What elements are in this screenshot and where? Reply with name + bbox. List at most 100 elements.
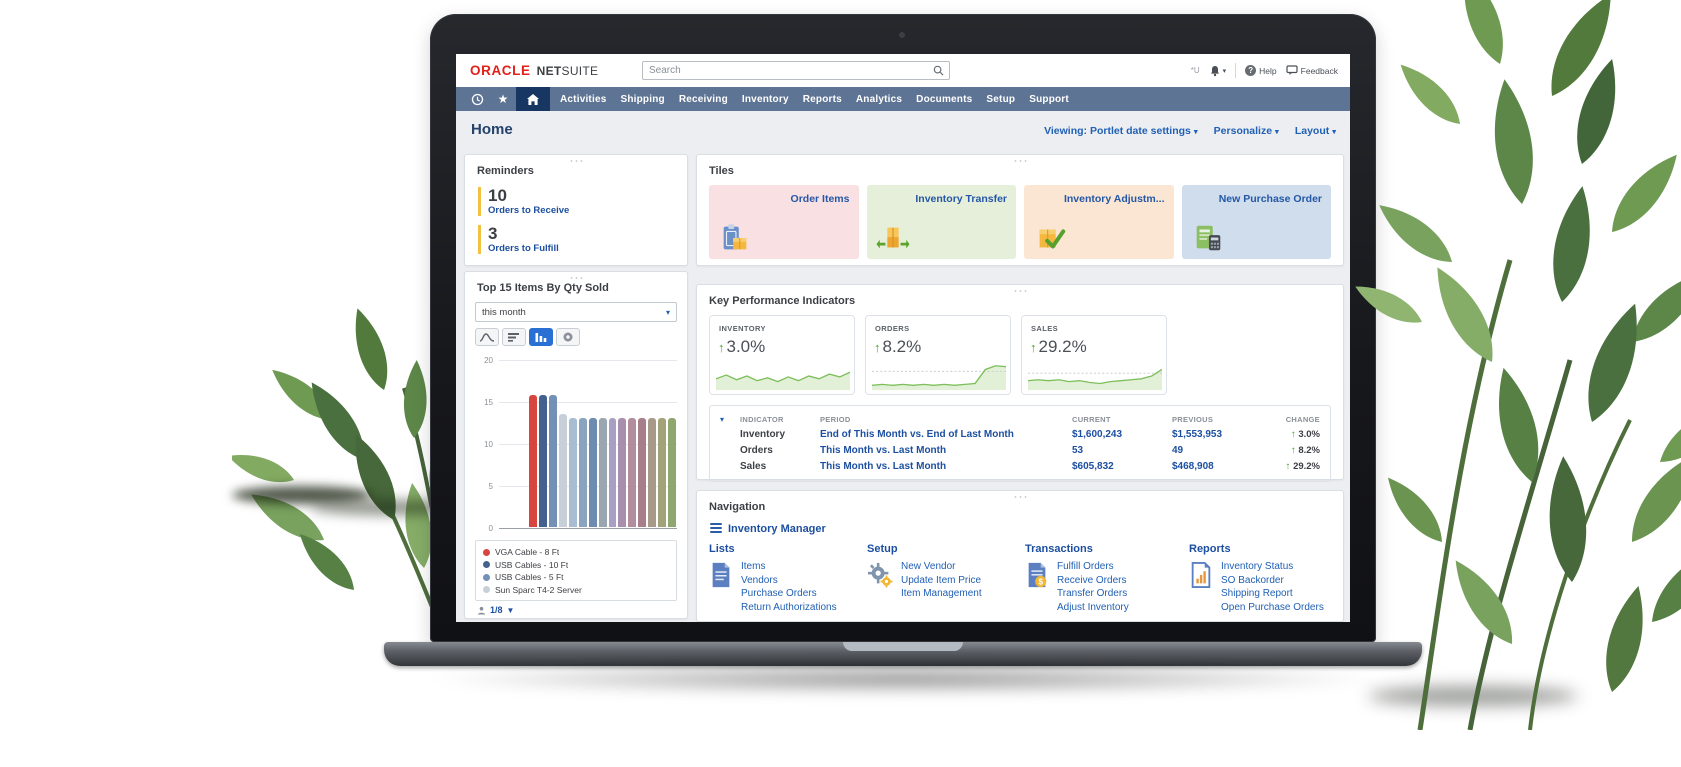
bar[interactable] <box>529 395 537 527</box>
hbar-chart-toggle[interactable] <box>502 328 526 346</box>
expand-caret-icon[interactable]: ▾ <box>720 414 725 424</box>
bar[interactable] <box>658 418 667 527</box>
table-row[interactable]: Orders This Month vs. Last Month 53 49 ↑… <box>740 444 1320 456</box>
up-arrow-icon: ↑ <box>1030 340 1037 355</box>
personalize-dropdown[interactable]: Personalize ▾ <box>1213 125 1279 137</box>
up-arrow-icon: ↑ <box>1290 428 1296 440</box>
notifications-menu[interactable]: ▾ <box>1209 65 1226 77</box>
bar[interactable] <box>608 418 617 527</box>
bar[interactable] <box>548 395 557 527</box>
reminder-orders-to-receive[interactable]: 10 Orders to Receive <box>478 187 687 216</box>
link-transfer-orders[interactable]: Transfer Orders <box>1057 588 1128 599</box>
link-purchase-orders[interactable]: Purchase Orders <box>741 588 817 599</box>
chevron-down-icon: ▾ <box>1332 126 1336 136</box>
menu-support[interactable]: Support <box>1029 93 1069 105</box>
reminder-orders-to-fulfill[interactable]: 3 Orders to Fulfill <box>478 225 687 254</box>
tile-order-items[interactable]: Order Items <box>709 185 859 259</box>
link-shipping-report[interactable]: Shipping Report <box>1221 588 1293 599</box>
right-plant-shadow <box>1368 686 1578 706</box>
link-update-item-price[interactable]: Update Item Price <box>901 574 982 586</box>
inventory-manager-link[interactable]: Inventory Manager <box>710 523 1343 535</box>
link-items[interactable]: Items <box>741 561 766 572</box>
oracle-wordmark: ORACLE <box>470 63 531 78</box>
chart-type-toggles <box>475 328 677 346</box>
search-icon[interactable] <box>933 65 944 76</box>
hamburger-icon <box>710 523 722 535</box>
shortcuts-button[interactable]: ★ <box>490 87 516 111</box>
menu-setup[interactable]: Setup <box>986 93 1016 105</box>
bar[interactable] <box>588 418 597 527</box>
portlet-date-settings-dropdown[interactable]: Viewing: Portlet date settings ▾ <box>1044 125 1198 137</box>
bar[interactable] <box>668 418 677 527</box>
bell-icon[interactable] <box>1209 65 1221 77</box>
link-open-purchase-orders[interactable]: Open Purchase Orders <box>1221 601 1324 613</box>
home-tab[interactable] <box>516 87 550 111</box>
table-row[interactable]: Inventory End of This Month vs. End of L… <box>740 428 1320 440</box>
menu-documents[interactable]: Documents <box>916 93 973 105</box>
link-item-management[interactable]: Item Management <box>901 588 982 599</box>
link-fulfill-orders[interactable]: Fulfill Orders <box>1057 561 1114 572</box>
link-inventory-status[interactable]: Inventory Status <box>1221 561 1294 572</box>
line-chart-toggle[interactable] <box>475 328 499 346</box>
legend-page-indicator[interactable]: 1/8 <box>490 605 503 615</box>
link-adjust-inventory[interactable]: Adjust Inventory <box>1057 601 1129 613</box>
legend-item: USB Cables - 5 Ft <box>483 571 669 584</box>
drag-handle[interactable] <box>1013 289 1027 294</box>
help-button[interactable]: ? Help <box>1245 65 1277 76</box>
left-plant-shadow <box>232 486 372 504</box>
chevron-down-icon: ▾ <box>665 307 670 317</box>
menu-shipping[interactable]: Shipping <box>620 93 665 105</box>
bar[interactable] <box>628 418 637 527</box>
kpi-card-orders[interactable]: ORDERS ↑ 8.2% <box>865 315 1011 395</box>
drag-handle[interactable] <box>1013 495 1027 500</box>
bar[interactable] <box>568 418 577 527</box>
oracle-netsuite-logo[interactable]: ORACLE NET SUITE <box>470 63 599 78</box>
tile-inventory-transfer[interactable]: Inventory Transfer <box>866 185 1016 259</box>
link-return-authorizations[interactable]: Return Authorizations <box>741 601 837 613</box>
horizontal-bar-icon <box>508 333 519 342</box>
feedback-button[interactable]: Feedback <box>1286 65 1338 76</box>
filter-icon[interactable]: ▼ <box>506 605 515 615</box>
kpi-table: ▾ INDICATOR PERIOD CURRENT PREVIOUS CHAN… <box>709 405 1331 482</box>
menu-analytics[interactable]: Analytics <box>855 93 903 105</box>
bar[interactable] <box>638 418 647 527</box>
layout-dropdown[interactable]: Layout ▾ <box>1294 125 1336 137</box>
menu-activities[interactable]: Activities <box>560 93 607 105</box>
chart-legend: VGA Cable - 8 Ft USB Cables - 10 Ft USB … <box>475 540 677 601</box>
bar[interactable] <box>598 418 607 527</box>
drag-handle[interactable] <box>569 276 583 281</box>
link-so-backorder[interactable]: SO Backorder <box>1221 574 1284 586</box>
bar[interactable] <box>648 418 657 527</box>
vbar-chart-toggle[interactable] <box>529 328 553 346</box>
bar-series <box>529 360 677 527</box>
tile-new-purchase-order[interactable]: New Purchase Order <box>1181 185 1331 259</box>
bar[interactable] <box>578 418 587 527</box>
menu-reports[interactable]: Reports <box>802 93 842 105</box>
drag-handle[interactable] <box>569 159 583 164</box>
link-vendors[interactable]: Vendors <box>741 574 778 586</box>
tile-inventory-adjustment[interactable]: Inventory Adjustm... <box>1024 185 1174 259</box>
kpi-card-sales[interactable]: SALES ↑ 29.2% <box>1021 315 1167 395</box>
role-indicator: *U <box>1190 66 1200 75</box>
link-new-vendor[interactable]: New Vendor <box>901 561 956 572</box>
inventory-adjustment-icon <box>1039 229 1066 249</box>
donut-chart-toggle[interactable] <box>556 328 580 346</box>
donut-chart-icon <box>563 332 573 342</box>
table-row[interactable]: Sales This Month vs. Last Month $605,832… <box>740 460 1320 472</box>
date-range-select[interactable]: this month ▾ <box>475 302 677 322</box>
legend-dot <box>483 573 490 581</box>
recent-records-button[interactable] <box>464 87 490 111</box>
bar[interactable] <box>558 414 567 527</box>
bar[interactable] <box>618 418 627 527</box>
link-receive-orders[interactable]: Receive Orders <box>1057 574 1127 586</box>
kpi-card-inventory[interactable]: INVENTORY ↑ 3.0% <box>709 315 855 395</box>
top-bar: ORACLE NET SUITE *U ▾ <box>456 54 1350 87</box>
bar[interactable] <box>538 395 547 527</box>
menu-receiving[interactable]: Receiving <box>678 93 728 105</box>
global-search[interactable] <box>642 61 950 80</box>
menu-inventory[interactable]: Inventory <box>741 93 789 105</box>
drag-handle[interactable] <box>1013 159 1027 164</box>
inventory-sparkline <box>716 371 850 390</box>
search-input[interactable] <box>643 65 933 76</box>
